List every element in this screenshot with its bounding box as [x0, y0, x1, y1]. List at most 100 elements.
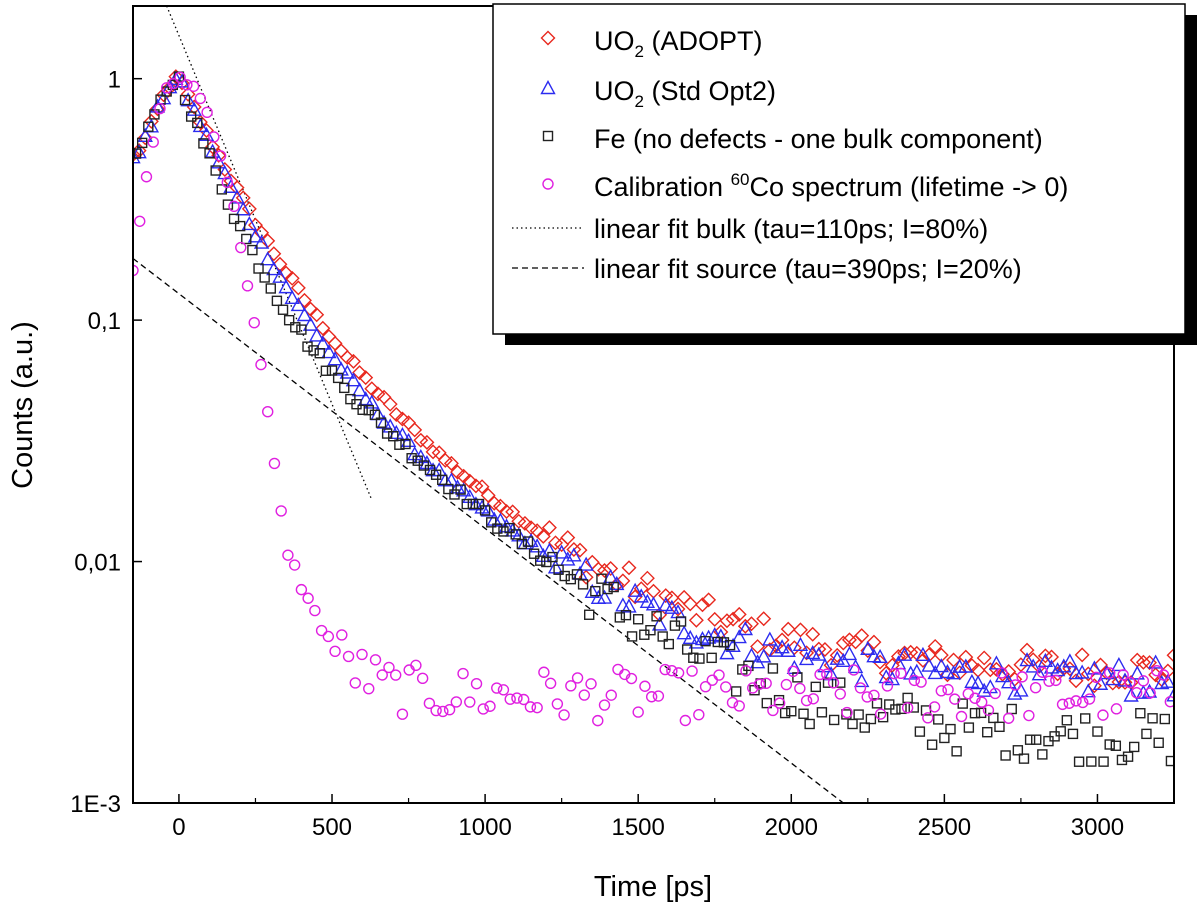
data-point [927, 638, 943, 654]
data-point [817, 642, 833, 658]
series-2 [133, 71, 1174, 767]
data-point [1104, 739, 1115, 750]
data-point [996, 667, 1008, 679]
data-point [1019, 642, 1035, 658]
data-point [505, 504, 521, 520]
data-point [349, 677, 361, 689]
data-point [719, 613, 735, 629]
data-point [358, 370, 374, 386]
data-point [1129, 665, 1145, 680]
data-point [192, 117, 209, 133]
data-point [358, 391, 374, 406]
data-point [284, 270, 300, 286]
data-point [847, 659, 864, 674]
data-point [737, 618, 753, 634]
data-point [1130, 686, 1143, 699]
data-point [339, 382, 350, 394]
data-point [699, 680, 712, 693]
data-point [430, 704, 442, 717]
data-point [854, 682, 867, 694]
data-point [805, 626, 821, 642]
data-point [1166, 647, 1174, 663]
data-point [443, 483, 454, 495]
data-point [816, 707, 828, 718]
data-point [333, 361, 349, 376]
data-point [462, 473, 478, 489]
data-point [265, 283, 276, 294]
data-point [675, 616, 687, 627]
data-point [461, 498, 472, 510]
data-point [571, 672, 584, 684]
data-point [559, 570, 570, 582]
data-point [394, 411, 410, 427]
data-point [284, 289, 300, 305]
data-point [522, 536, 534, 547]
data-point [437, 474, 448, 486]
data-point [479, 505, 491, 516]
data-point [208, 131, 220, 143]
data-point [356, 648, 368, 661]
data-point [253, 234, 270, 249]
data-point [860, 643, 876, 659]
data-point [718, 637, 730, 648]
data-point [1044, 649, 1060, 665]
data-point [756, 611, 772, 627]
data-point [1128, 741, 1140, 753]
data-point [369, 409, 381, 421]
data-point [290, 322, 301, 333]
data-point [945, 723, 956, 735]
data-point [976, 650, 992, 666]
data-point [737, 621, 754, 636]
data-point [1086, 756, 1097, 767]
data-point [1166, 687, 1174, 702]
data-point [627, 589, 643, 605]
data-point [841, 632, 857, 648]
data-point [1141, 728, 1152, 740]
data-point [1099, 665, 1115, 681]
data-point [566, 541, 582, 557]
data-point [658, 597, 674, 612]
data-point [419, 455, 435, 470]
data-point [457, 667, 469, 680]
data-point [308, 345, 319, 356]
data-point [725, 637, 741, 652]
data-point [235, 241, 247, 254]
data-point [829, 647, 845, 663]
data-point [255, 358, 267, 371]
data-point [290, 280, 306, 296]
data-point [1157, 669, 1170, 681]
data-point [186, 101, 202, 116]
data-point [389, 669, 402, 681]
data-point [1012, 745, 1024, 756]
data-point [302, 316, 319, 331]
data-point [140, 171, 153, 183]
data-point [560, 551, 576, 566]
data-point [774, 639, 790, 654]
data-point [1122, 751, 1134, 762]
data-point [935, 685, 948, 697]
data-point [773, 697, 786, 709]
data-point [309, 327, 325, 342]
data-point [296, 292, 312, 308]
data-point [535, 555, 546, 566]
data-point [743, 616, 759, 632]
data-point [897, 645, 913, 661]
data-point [1062, 653, 1078, 668]
data-point [271, 295, 283, 307]
data-point [632, 706, 644, 718]
data-point [964, 673, 980, 688]
data-point [204, 143, 221, 158]
data-point [982, 704, 995, 716]
data-point [933, 658, 949, 673]
data-point [841, 645, 858, 661]
data-point [241, 233, 252, 245]
data-point [329, 645, 341, 657]
data-point [470, 678, 483, 690]
data-point [167, 77, 180, 90]
data-point [541, 520, 557, 536]
data-point [185, 111, 197, 122]
data-point [988, 712, 999, 724]
data-point [1070, 695, 1082, 707]
data-point [1124, 676, 1136, 689]
legend-entry-label: Fe (no defects - one bulk component) [594, 124, 1043, 154]
